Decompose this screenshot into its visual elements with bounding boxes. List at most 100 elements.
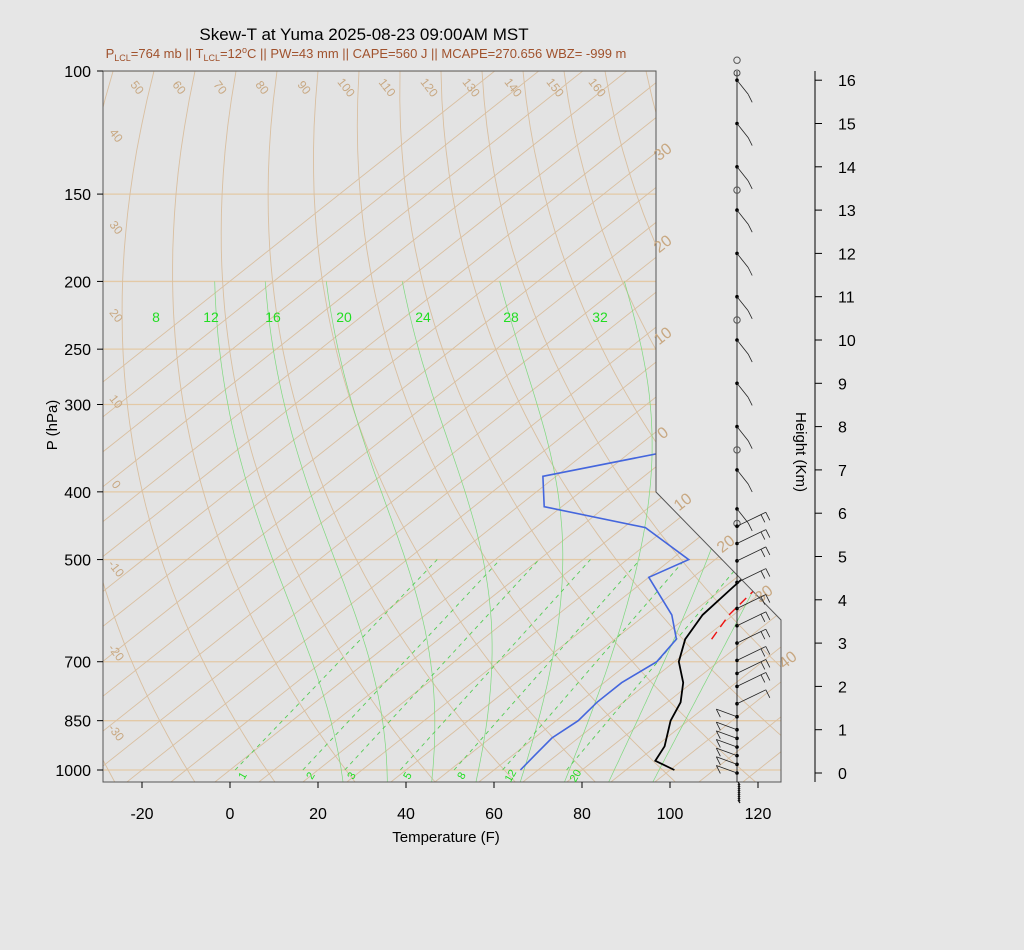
x-tick-label: 60 — [485, 806, 503, 823]
wind-barb-feather — [747, 522, 753, 532]
x-tick-label: 120 — [745, 806, 772, 823]
wind-barb-feather — [715, 747, 721, 757]
x-tick-label: 80 — [573, 806, 591, 823]
p-tick-label: 200 — [64, 274, 91, 291]
isotherm-line — [739, 71, 781, 782]
wind-barb — [737, 791, 741, 796]
wind-barb-feather — [765, 689, 771, 698]
wind-barb-feather — [765, 611, 771, 621]
isotherm-line — [103, 71, 496, 782]
p-tick-label: 150 — [64, 187, 91, 204]
grid-layer — [103, 71, 1024, 785]
wind-barb-feather — [747, 310, 753, 319]
isotherm-line — [103, 71, 584, 782]
wind-barb-feather — [765, 629, 771, 638]
isotherm-line — [103, 71, 781, 782]
wind-barb — [736, 508, 749, 524]
wind-barb — [736, 689, 766, 705]
wind-barb-feather — [765, 659, 771, 668]
wind-barb-feather — [715, 730, 721, 739]
dry-adiabat — [121, 71, 278, 782]
mixing-ratio-label: 3 — [345, 770, 358, 781]
mixing-ratio-label: 8 — [455, 770, 468, 781]
wind-barb-feather — [760, 548, 766, 558]
wind-barb-feather — [747, 94, 753, 103]
mixing-ratio-label: 5 — [401, 770, 414, 781]
p-tick-label: 400 — [64, 485, 91, 502]
wind-barb — [736, 568, 766, 583]
height-tick-label: 14 — [838, 160, 856, 177]
wind-barb-feather — [747, 137, 753, 146]
height-tick-label: 15 — [838, 117, 856, 134]
mixing-ratio-label: 12 — [203, 309, 219, 325]
x-tick-label: 100 — [657, 806, 684, 823]
isotherm-line — [783, 71, 1024, 785]
moist-adiabat — [401, 281, 493, 782]
wind-barb-feather — [765, 568, 771, 577]
height-tick-label: 0 — [838, 766, 847, 783]
height-tick-label: 7 — [838, 463, 847, 480]
isotherm-line — [123, 71, 781, 782]
dry-adiabat — [399, 71, 760, 782]
wind-barb-feather — [715, 708, 721, 718]
wind-calm-marker — [733, 316, 741, 324]
height-tick-label: 4 — [838, 593, 847, 610]
wind-barb-feather — [760, 514, 766, 523]
wind-barb — [716, 747, 738, 757]
wind-barb — [716, 721, 738, 731]
mixing-ratio-label: 16 — [265, 309, 281, 325]
isotherm-line — [167, 71, 781, 782]
temperature-profile-line — [653, 71, 781, 771]
wind-barb — [736, 529, 766, 544]
wind-barb — [736, 166, 749, 182]
mixing-ratio-line — [302, 559, 501, 771]
height-tick-label: 10 — [838, 333, 856, 350]
isotherm-label: 0 — [654, 424, 672, 443]
dry-adiabat — [313, 71, 599, 782]
mixing-ratio-line — [566, 559, 745, 771]
wind-barb — [716, 708, 738, 718]
moist-adiabat — [264, 281, 388, 782]
dry-adiabat — [356, 71, 679, 782]
height-tick-label: 9 — [838, 376, 847, 393]
wind-barb — [716, 756, 738, 765]
mixing-ratio-line — [234, 559, 438, 771]
isotherm-line — [475, 71, 781, 782]
chart-title: Skew-T at Yuma 2025-08-23 09:00AM MST — [199, 25, 528, 44]
wind-barb-feather — [765, 672, 771, 681]
height-tick-label: 2 — [838, 679, 847, 696]
x-tick-label: 20 — [309, 806, 327, 823]
isotherm-line — [103, 71, 672, 782]
wind-barb-feather — [747, 267, 753, 276]
dry-adiabat — [267, 71, 519, 782]
isotherm-line — [431, 71, 781, 782]
isotherm-line — [103, 71, 781, 782]
height-tick-label: 13 — [838, 203, 856, 220]
p-tick-label: 1000 — [55, 763, 91, 780]
wind-barb-feather — [760, 531, 766, 540]
wind-barb-feather — [715, 739, 721, 748]
dry-adiabat — [220, 71, 438, 782]
wind-barb-feather — [715, 756, 721, 765]
wind-calm-marker — [733, 56, 741, 64]
wind-barb — [716, 730, 738, 739]
wind-barb-feather — [747, 224, 753, 233]
x-axis-label: Temperature (F) — [392, 829, 500, 846]
height-tick-label: 3 — [838, 636, 847, 653]
moist-adiabat — [325, 281, 436, 782]
isotherm-line — [519, 71, 781, 782]
dewpoint-profile-line — [519, 71, 781, 771]
wind-barb — [737, 793, 741, 798]
moist-adiabat — [214, 281, 344, 782]
wind-barb-feather — [765, 529, 771, 538]
p-tick-label: 850 — [64, 714, 91, 731]
wind-barb — [736, 296, 749, 312]
wind-barb — [716, 765, 738, 774]
wind-barb-feather — [765, 646, 771, 655]
dry-adiabat — [172, 71, 358, 782]
wind-barb-feather — [715, 765, 721, 774]
isotherm-line — [103, 71, 716, 782]
wind-barb — [737, 797, 741, 802]
mixing-ratio-label: 32 — [592, 309, 608, 325]
